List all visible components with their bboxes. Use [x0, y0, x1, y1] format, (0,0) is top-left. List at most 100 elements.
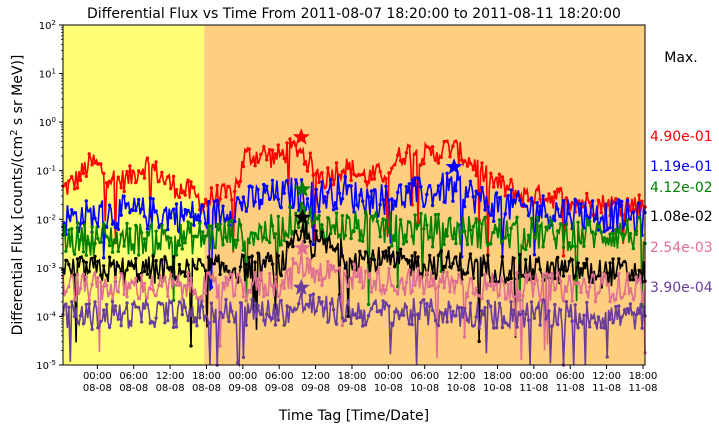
series-point — [326, 190, 330, 195]
series-point — [428, 284, 432, 288]
series-point — [419, 275, 423, 279]
series-point — [67, 228, 71, 232]
series-point — [492, 326, 496, 330]
series-point — [262, 182, 266, 187]
series-point — [445, 171, 449, 175]
series-point — [579, 320, 583, 324]
series-point — [451, 278, 455, 283]
series-point — [110, 250, 115, 254]
series-point — [410, 254, 414, 258]
series-point — [503, 321, 507, 325]
series-point — [241, 295, 246, 299]
series-point — [477, 192, 481, 196]
series-point — [334, 161, 339, 165]
series-point — [110, 300, 115, 304]
x-tick-label-time: 00:00 — [83, 371, 112, 382]
series-point — [611, 320, 615, 325]
series-point — [209, 301, 214, 305]
series-point — [294, 143, 298, 147]
max-star-0 — [292, 128, 310, 145]
series-point — [544, 214, 548, 218]
series-point — [361, 286, 365, 290]
x-tick-label-time: 18:00 — [629, 371, 658, 382]
series-point — [640, 299, 644, 303]
series-point — [430, 283, 435, 288]
series-point — [244, 262, 248, 267]
series-point — [320, 283, 324, 287]
series-point — [375, 270, 379, 274]
series-point — [445, 234, 449, 238]
series-point — [90, 256, 94, 261]
series-point — [267, 271, 272, 276]
series-point — [265, 237, 269, 242]
series-point — [238, 278, 243, 283]
series-point — [550, 261, 554, 265]
x-tick-label-time: 18:00 — [338, 371, 367, 382]
series-point — [206, 200, 211, 204]
series-point — [460, 158, 464, 162]
series-point — [288, 204, 292, 209]
series-point — [637, 193, 641, 197]
series-point — [224, 264, 228, 269]
series-point — [442, 286, 446, 290]
series-point — [331, 224, 336, 228]
series-point — [233, 189, 237, 194]
x-tick-label-date: 08-08 — [156, 383, 185, 394]
series-point — [250, 254, 254, 258]
series-point — [369, 257, 374, 261]
series-point — [361, 324, 365, 328]
series-point — [131, 264, 135, 268]
series-point — [134, 223, 138, 228]
series-point — [622, 259, 627, 264]
series-point — [503, 194, 507, 198]
series-point — [561, 299, 566, 303]
series-point — [524, 191, 528, 195]
series-point — [620, 296, 624, 300]
x-tick-label-time: 00:00 — [519, 371, 548, 382]
series-point — [422, 204, 426, 208]
series-point — [276, 294, 280, 299]
series-point — [532, 236, 537, 240]
series-point — [608, 226, 612, 230]
series-point — [407, 144, 411, 148]
series-point — [366, 260, 371, 264]
series-point — [305, 256, 310, 261]
series-point — [256, 160, 260, 164]
series-point — [256, 304, 260, 308]
series-0 — [61, 137, 647, 258]
series-point — [340, 214, 345, 218]
series-point — [454, 280, 458, 284]
series-point — [468, 179, 473, 183]
series-point — [445, 270, 449, 274]
series-point — [262, 318, 266, 322]
series-point — [468, 161, 473, 166]
series-point — [102, 222, 106, 226]
series-point — [87, 269, 91, 274]
series-point — [442, 242, 446, 247]
series-point — [361, 239, 365, 243]
series-point — [436, 253, 441, 258]
series-point — [90, 163, 94, 167]
series-point — [160, 302, 164, 306]
series-point — [169, 265, 173, 270]
series-point — [477, 339, 481, 344]
series-point — [253, 231, 257, 236]
series-point — [288, 137, 292, 141]
series-point — [593, 217, 598, 221]
series-point — [622, 291, 627, 296]
series-point — [480, 296, 484, 301]
series-point — [433, 213, 438, 217]
series-point — [343, 174, 347, 179]
series-point — [75, 221, 80, 225]
series-point — [265, 184, 269, 188]
series-point — [317, 239, 321, 243]
series-point — [465, 318, 470, 322]
series-point — [480, 161, 484, 165]
series-point — [189, 215, 193, 219]
series-point — [390, 254, 394, 258]
series-point — [122, 189, 126, 194]
series-point — [192, 223, 196, 227]
series-point — [171, 207, 176, 211]
series-point — [550, 219, 554, 224]
series-point — [590, 230, 595, 234]
